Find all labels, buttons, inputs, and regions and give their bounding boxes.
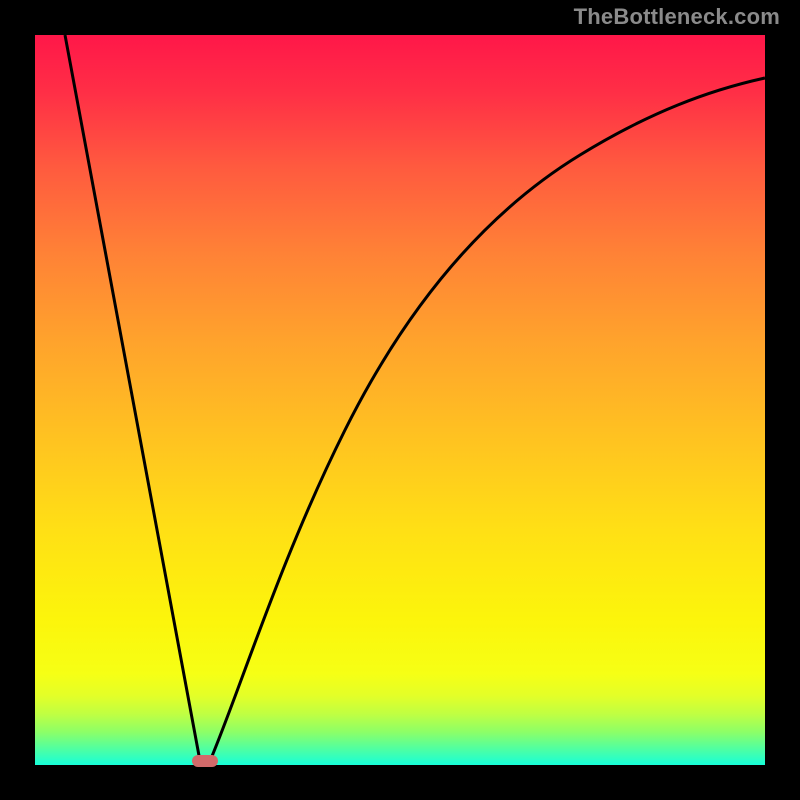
- plot-area: [35, 35, 765, 765]
- chart-svg: [0, 0, 800, 800]
- watermark-text: TheBottleneck.com: [574, 4, 780, 30]
- chart-container: { "watermark": "TheBottleneck.com", "cha…: [0, 0, 800, 800]
- curve-minimum-marker: [192, 755, 218, 767]
